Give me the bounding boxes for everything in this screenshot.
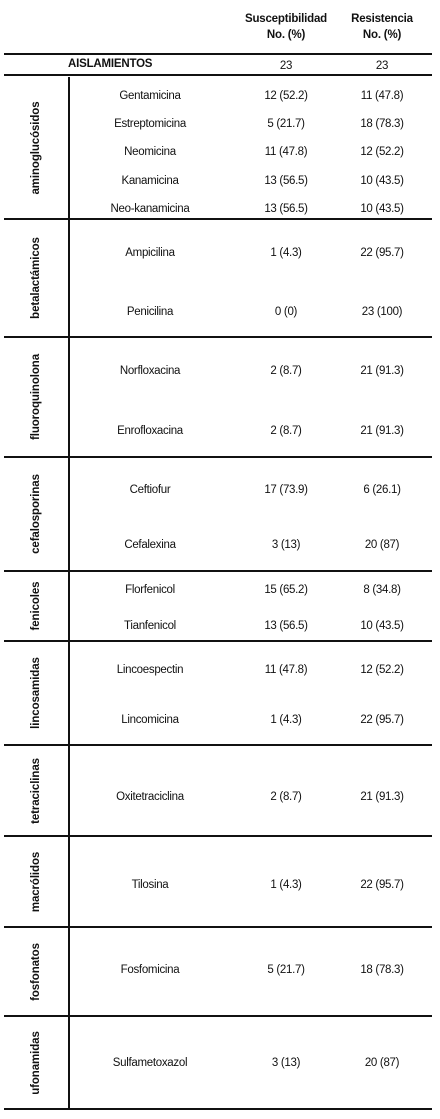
drug-name: Ceftiofur <box>129 484 171 496</box>
susceptibility-value: 2 (8.7) <box>270 365 302 377</box>
resistance-value: 18 (78.3) <box>360 964 404 976</box>
group-label: fenicoles <box>30 581 42 631</box>
susceptibility-value: 15 (65.2) <box>264 584 308 596</box>
group-divider <box>68 77 70 218</box>
group-label: aminoglucósidos <box>30 100 42 195</box>
resistance-value: 22 (95.7) <box>360 247 404 259</box>
resistance-value: 12 (52.2) <box>360 146 404 158</box>
header-resistance-unit: No. (%) <box>362 29 402 41</box>
group-label: fosfonatos <box>30 942 42 1001</box>
resistance-value: 21 (91.3) <box>360 791 404 803</box>
resistance-value: 6 (26.1) <box>363 484 401 496</box>
group-label: lincosamidas <box>30 657 42 729</box>
group-label: ufonamidas <box>30 1030 42 1095</box>
group-bottom-rule <box>4 926 432 928</box>
susceptibility-value: 5 (21.7) <box>267 964 305 976</box>
resistance-value: 12 (52.2) <box>360 664 404 676</box>
susceptibility-value: 1 (4.3) <box>270 247 302 259</box>
group-label: macrólidos <box>30 851 42 912</box>
group-divider <box>68 338 70 456</box>
group-bottom-rule <box>4 218 432 220</box>
susceptibility-value: 3 (13) <box>271 539 301 551</box>
susceptibility-value: 12 (52.2) <box>264 90 308 102</box>
drug-name: Tilosina <box>131 879 169 891</box>
drug-name: Kanamicina <box>121 175 179 187</box>
group-divider <box>68 746 70 835</box>
susceptibility-value: 2 (8.7) <box>270 425 302 437</box>
isolates-resistance: 23 <box>375 60 389 72</box>
drug-name: Neomicina <box>124 146 176 158</box>
header-top-rule <box>4 53 432 55</box>
group-divider <box>68 220 70 336</box>
drug-name: Fosfomicina <box>120 964 180 976</box>
resistance-value: 8 (34.8) <box>363 584 401 596</box>
header-resistance: Resistencia No. (%) <box>338 11 426 43</box>
group-divider <box>68 572 70 640</box>
group-label: fluoroquinolona <box>30 353 42 441</box>
header-resistance-title: Resistencia <box>351 13 413 25</box>
drug-name: Lincomicina <box>121 714 179 726</box>
susceptibility-value: 0 (0) <box>274 306 298 318</box>
group-label: tetraciclinas <box>30 757 42 824</box>
drug-name: Florfenicol <box>125 584 175 596</box>
group-bottom-rule <box>4 640 432 642</box>
group-divider <box>68 458 70 570</box>
drug-name: Gentamicina <box>119 90 181 102</box>
group-bottom-rule <box>4 835 432 837</box>
group-bottom-rule <box>4 1015 432 1017</box>
group-bottom-rule <box>4 456 432 458</box>
group-bottom-rule <box>4 744 432 746</box>
susceptibility-value: 2 (8.7) <box>270 791 302 803</box>
resistance-value: 20 (87) <box>364 539 400 551</box>
susceptibility-value: 13 (56.5) <box>264 620 308 632</box>
group-label: betalactámicos <box>30 237 42 319</box>
isolates-susceptibility: 23 <box>279 60 293 72</box>
resistance-value: 22 (95.7) <box>360 714 404 726</box>
susceptibility-value: 13 (56.5) <box>264 175 308 187</box>
susceptibility-value: 11 (47.8) <box>264 146 308 158</box>
drug-name: Sulfametoxazol <box>112 1057 188 1069</box>
group-bottom-rule <box>4 336 432 338</box>
group-label: cefalosporinas <box>30 474 42 554</box>
isolates-label: AISLAMIENTOS <box>68 58 153 70</box>
drug-name: Norfloxacina <box>119 365 181 377</box>
resistance-value: 18 (78.3) <box>360 118 404 130</box>
resistance-value: 21 (91.3) <box>360 365 404 377</box>
group-divider <box>68 642 70 744</box>
resistance-value: 22 (95.7) <box>360 879 404 891</box>
header-susceptibility-title: Susceptibilidad <box>245 13 327 25</box>
drug-name: Enrofloxacina <box>117 425 183 437</box>
group-divider <box>68 837 70 926</box>
group-divider <box>68 1017 70 1108</box>
susceptibility-value: 13 (56.5) <box>264 203 308 215</box>
group-divider <box>68 928 70 1015</box>
susceptibility-value: 5 (21.7) <box>267 118 305 130</box>
drug-name: Estreptomicina <box>114 118 186 130</box>
header-bottom-rule <box>4 74 432 76</box>
drug-name: Neo-kanamicina <box>110 203 190 215</box>
resistance-value: 10 (43.5) <box>360 175 404 187</box>
susceptibility-value: 17 (73.9) <box>264 484 308 496</box>
resistance-value: 10 (43.5) <box>360 203 404 215</box>
resistance-value: 23 (100) <box>361 306 403 318</box>
header-susceptibility-unit: No. (%) <box>266 29 306 41</box>
drug-name: Oxitetraciclina <box>116 791 184 803</box>
header-susceptibility: Susceptibilidad No. (%) <box>236 11 336 43</box>
resistance-value: 20 (87) <box>364 1057 400 1069</box>
drug-name: Penicilina <box>126 306 174 318</box>
drug-name: Tianfenicol <box>124 620 176 632</box>
group-bottom-rule <box>4 570 432 572</box>
susceptibility-value: 11 (47.8) <box>264 664 308 676</box>
drug-name: Cefalexina <box>124 539 176 551</box>
resistance-value: 11 (47.8) <box>360 90 404 102</box>
drug-name: Lincoespectin <box>116 664 184 676</box>
susceptibility-value: 1 (4.3) <box>270 879 302 891</box>
resistance-value: 21 (91.3) <box>360 425 404 437</box>
resistance-value: 10 (43.5) <box>360 620 404 632</box>
drug-name: Ampicilina <box>125 247 175 259</box>
group-bottom-rule <box>4 1108 432 1110</box>
susceptibility-value: 3 (13) <box>271 1057 301 1069</box>
susceptibility-value: 1 (4.3) <box>270 714 302 726</box>
